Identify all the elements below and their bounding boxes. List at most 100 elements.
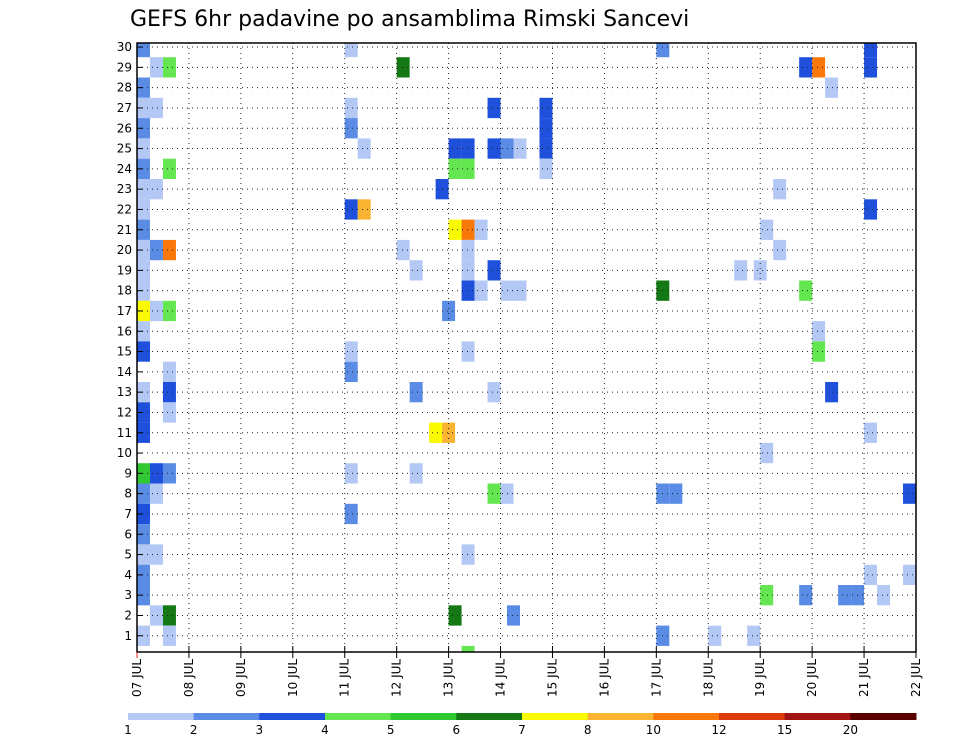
heatmap-cell bbox=[137, 341, 150, 362]
heatmap-cell bbox=[344, 503, 358, 525]
heatmap-cell bbox=[539, 118, 553, 139]
legend-label: 7 bbox=[518, 723, 526, 737]
heatmap-cell bbox=[149, 179, 163, 200]
legend-swatch bbox=[390, 713, 457, 720]
heatmap-cells bbox=[137, 43, 916, 652]
x-tick-label: 19 JUL bbox=[753, 659, 767, 697]
heatmap-cell bbox=[753, 260, 767, 281]
heatmap-cell bbox=[137, 463, 150, 484]
legend-swatch bbox=[456, 713, 523, 720]
heatmap-cell bbox=[162, 382, 176, 403]
heatmap-cell bbox=[838, 585, 852, 606]
heatmap-cell bbox=[461, 138, 475, 159]
heatmap-cell bbox=[799, 280, 813, 301]
x-tick-label: 16 JUL bbox=[597, 659, 611, 697]
heatmap-cell bbox=[357, 138, 371, 159]
heatmap-cell bbox=[539, 158, 553, 180]
heatmap-cell bbox=[461, 219, 475, 240]
heatmap-cell bbox=[137, 77, 150, 98]
heatmap-cell bbox=[149, 605, 163, 626]
legend-swatch bbox=[784, 713, 851, 720]
heatmap-cell bbox=[760, 585, 774, 606]
heatmap-cell bbox=[137, 118, 150, 139]
heatmap-cell bbox=[487, 382, 501, 403]
y-tick-label: 15 bbox=[117, 345, 132, 359]
heatmap-cell bbox=[137, 219, 150, 240]
legend-label: 8 bbox=[584, 723, 592, 737]
heatmap-cell bbox=[747, 625, 761, 646]
y-tick-label: 10 bbox=[117, 446, 132, 460]
heatmap-cell bbox=[487, 483, 501, 504]
y-tick-label: 16 bbox=[117, 324, 132, 338]
heatmap-cell bbox=[409, 463, 423, 484]
heatmap-cell bbox=[137, 179, 150, 200]
y-tick-label: 13 bbox=[117, 385, 132, 399]
heatmap-cell bbox=[162, 463, 176, 484]
x-tick-label: 08 JUL bbox=[182, 659, 196, 697]
heatmap-cell bbox=[149, 483, 163, 504]
heatmap-cell bbox=[137, 260, 150, 281]
legend-swatch bbox=[850, 713, 917, 720]
heatmap-cell bbox=[487, 97, 501, 119]
heatmap-cell bbox=[864, 57, 878, 78]
x-tick-label: 09 JUL bbox=[234, 659, 248, 697]
heatmap-cell bbox=[344, 341, 358, 362]
heatmap-cell bbox=[344, 463, 358, 484]
heatmap-cell bbox=[344, 199, 358, 220]
y-axis: 1234567891011121314151617181920212223242… bbox=[117, 40, 143, 643]
heatmap-cell bbox=[137, 402, 150, 423]
x-tick-label: 17 JUL bbox=[649, 659, 663, 697]
y-tick-label: 9 bbox=[124, 466, 132, 480]
legend-label: 10 bbox=[646, 723, 661, 737]
heatmap-cell bbox=[474, 219, 488, 240]
legend-swatch bbox=[325, 713, 392, 720]
heatmap-cell bbox=[448, 138, 462, 159]
heatmap-cell bbox=[344, 43, 358, 58]
heatmap-cell bbox=[461, 239, 475, 261]
heatmap-cell bbox=[396, 57, 410, 78]
heatmap-cell bbox=[409, 382, 423, 403]
legend-label: 3 bbox=[256, 723, 264, 737]
heatmap-cell bbox=[137, 585, 150, 606]
heatmap-cell bbox=[162, 239, 176, 261]
heatmap-cell bbox=[708, 625, 722, 646]
x-tick-label: 10 JUL bbox=[286, 659, 300, 697]
heatmap-cell bbox=[864, 43, 878, 58]
y-tick-label: 25 bbox=[117, 142, 132, 156]
x-tick-label: 20 JUL bbox=[805, 659, 819, 697]
heatmap-cell bbox=[162, 300, 176, 322]
heatmap-cell bbox=[442, 300, 456, 322]
heatmap-cell bbox=[487, 138, 501, 159]
heatmap-cell bbox=[149, 544, 163, 565]
x-tick-label: 12 JUL bbox=[390, 659, 404, 697]
heatmap-cell bbox=[149, 97, 163, 119]
heatmap-cell bbox=[357, 199, 371, 220]
x-axis: 07 JUL 08 JUL 09 JUL 10 JUL 11 JUL 12 JUL 13 J… bbox=[130, 646, 923, 697]
heatmap-cell bbox=[461, 260, 475, 281]
heatmap-cell bbox=[734, 260, 748, 281]
heatmap-cell bbox=[162, 361, 176, 383]
x-tick-label: 07 JUL bbox=[130, 659, 144, 697]
heatmap-cell bbox=[137, 483, 150, 504]
heatmap-cell bbox=[461, 645, 475, 652]
heatmap-cell bbox=[799, 585, 813, 606]
plot-frame bbox=[136, 42, 917, 653]
y-tick-label: 21 bbox=[117, 223, 132, 237]
heatmap-cell bbox=[799, 57, 813, 78]
heatmap-cell bbox=[539, 97, 553, 119]
y-tick-label: 3 bbox=[124, 588, 132, 602]
y-tick-label: 5 bbox=[124, 548, 132, 562]
heatmap-cell bbox=[137, 239, 150, 261]
heatmap-cell bbox=[448, 219, 462, 240]
heatmap-cell bbox=[137, 382, 150, 403]
heatmap-cell bbox=[137, 97, 150, 119]
heatmap-cell bbox=[137, 625, 150, 646]
heatmap-cell bbox=[812, 57, 826, 78]
heatmap-cell bbox=[396, 239, 410, 261]
heatmap-cell bbox=[812, 321, 826, 342]
heatmap-cell bbox=[149, 463, 163, 484]
x-tick-label: 18 JUL bbox=[701, 659, 715, 697]
heatmap-cell bbox=[137, 503, 150, 525]
heatmap-cell bbox=[162, 625, 176, 646]
